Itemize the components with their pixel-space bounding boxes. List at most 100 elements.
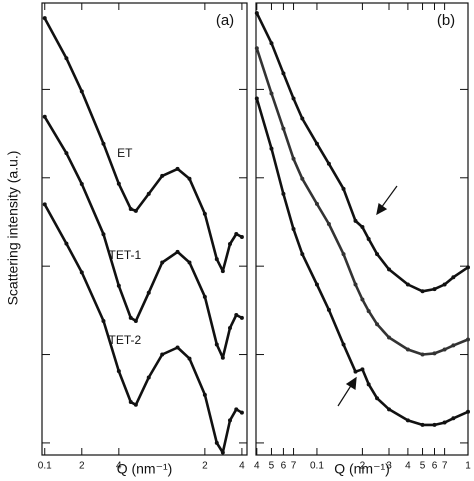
data-point xyxy=(234,313,239,318)
data-point xyxy=(353,218,358,223)
data-point xyxy=(326,161,331,166)
data-point xyxy=(160,260,165,265)
data-point xyxy=(79,270,84,275)
data-point xyxy=(116,369,121,374)
data-point xyxy=(269,146,274,151)
x-tick-label: 5 xyxy=(420,461,426,472)
data-point xyxy=(366,382,371,387)
data-point xyxy=(116,283,121,288)
x-tick-label: 4 xyxy=(254,461,260,472)
data-point xyxy=(160,173,165,178)
data-point xyxy=(451,416,456,421)
data-point xyxy=(175,166,180,171)
arrow xyxy=(337,185,398,407)
x-tick-label: 0.1 xyxy=(310,461,324,472)
data-point xyxy=(387,267,392,272)
data-point xyxy=(300,116,305,121)
data-point xyxy=(420,422,425,427)
data-point xyxy=(387,407,392,412)
data-point xyxy=(133,402,138,407)
data-point xyxy=(42,202,47,207)
x-tick-label: 2 xyxy=(202,461,208,472)
data-point xyxy=(366,309,371,314)
data-point xyxy=(360,297,365,302)
data-point xyxy=(269,41,274,46)
x-tick-label: 7 xyxy=(291,461,297,472)
data-point xyxy=(175,345,180,350)
data-point xyxy=(64,241,69,246)
data-point xyxy=(214,342,219,347)
data-point xyxy=(405,282,410,287)
data-point xyxy=(101,232,106,237)
series-line xyxy=(43,17,243,273)
data-point xyxy=(326,221,331,226)
panel-title: (b) xyxy=(437,12,455,29)
data-point xyxy=(375,322,380,327)
y-axis-label: Scattering intensity (a.u.) xyxy=(5,151,21,306)
data-point xyxy=(234,232,239,237)
data-point xyxy=(227,242,232,247)
series-label: ET xyxy=(117,146,133,160)
data-point xyxy=(353,282,358,287)
x-tick-label: 7 xyxy=(442,461,448,472)
data-point xyxy=(64,151,69,156)
data-point xyxy=(420,352,425,357)
data-point xyxy=(451,343,456,348)
data-point xyxy=(202,392,207,397)
data-point xyxy=(432,287,437,292)
data-point xyxy=(64,56,69,61)
data-point xyxy=(451,275,456,280)
data-point xyxy=(79,182,84,187)
data-point xyxy=(341,252,346,257)
data-point xyxy=(160,352,165,357)
data-point xyxy=(128,206,133,211)
data-point xyxy=(466,265,470,270)
data-point xyxy=(133,208,138,213)
data-point xyxy=(442,282,447,287)
data-point xyxy=(442,347,447,352)
data-point xyxy=(239,410,244,415)
data-point xyxy=(405,418,410,423)
data-point xyxy=(220,450,225,455)
data-point xyxy=(353,369,358,374)
data-point xyxy=(42,16,47,21)
x-tick-label: 4 xyxy=(239,461,245,472)
data-point xyxy=(202,294,207,299)
data-point xyxy=(79,89,84,94)
x-tick-label: 4 xyxy=(116,461,122,472)
data-point xyxy=(116,181,121,186)
data-point xyxy=(254,46,259,51)
data-point xyxy=(214,257,219,262)
data-point xyxy=(128,400,133,405)
data-point xyxy=(146,191,151,196)
data-point xyxy=(239,234,244,239)
data-point xyxy=(291,227,296,232)
x-tick-label: 3 xyxy=(386,461,392,472)
data-point xyxy=(281,191,286,196)
data-point xyxy=(187,260,192,265)
data-point xyxy=(214,440,219,445)
data-point xyxy=(375,252,380,257)
x-tick-label: 2 xyxy=(360,461,366,472)
x-tick-label: 0.1 xyxy=(38,461,52,472)
plot-frame xyxy=(41,2,248,456)
panel-title: (a) xyxy=(216,12,234,29)
x-axis-label: Q (nm⁻¹) xyxy=(117,461,173,477)
data-point xyxy=(254,96,259,101)
x-tick-label: 4 xyxy=(405,461,411,472)
data-point xyxy=(360,367,365,372)
data-point xyxy=(375,396,380,401)
data-point xyxy=(239,315,244,320)
x-tick-label: 6 xyxy=(432,461,438,472)
data-point xyxy=(300,252,305,257)
data-point xyxy=(281,126,286,131)
data-point xyxy=(341,342,346,347)
data-point xyxy=(291,96,296,101)
data-point xyxy=(466,409,470,414)
data-point xyxy=(175,249,180,254)
data-point xyxy=(133,318,138,323)
series-line xyxy=(255,12,469,293)
data-point xyxy=(420,289,425,294)
data-point xyxy=(387,335,392,340)
